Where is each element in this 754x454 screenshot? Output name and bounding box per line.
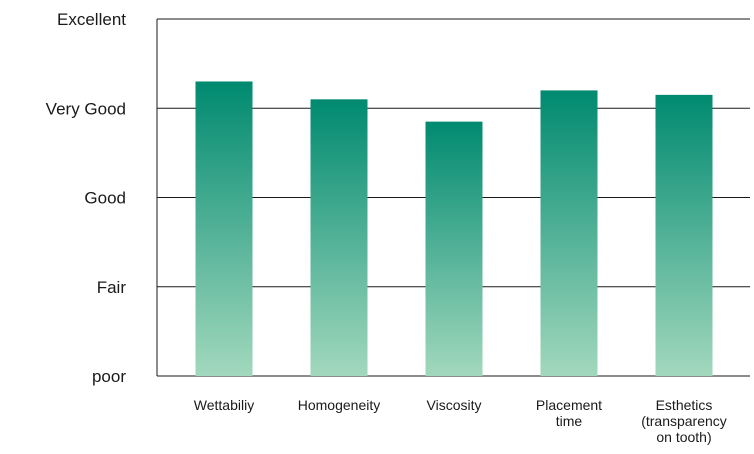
- bar: [540, 90, 598, 377]
- labels-layer: poor Fair Good Very Good Excellent Wettabiliy…: [46, 10, 727, 445]
- x-tick-label: Viscosity: [427, 397, 482, 413]
- bar: [655, 94, 713, 377]
- bars-layer: [195, 81, 713, 377]
- bar: [195, 81, 253, 376]
- x-tick-label: Wettabiliy: [194, 397, 254, 413]
- x-tick-label: Homogeneity: [298, 397, 381, 413]
- y-tick-label: Excellent: [57, 10, 126, 29]
- y-tick-label: Very Good: [46, 99, 126, 118]
- bar: [310, 99, 368, 376]
- bar: [425, 121, 483, 376]
- y-tick-label: Good: [84, 189, 126, 208]
- x-tick-label: Placement time: [536, 397, 602, 429]
- y-tick-label: poor: [92, 367, 126, 386]
- y-tick-label: Fair: [97, 278, 127, 297]
- x-tick-label: Esthetics (transparency on tooth): [641, 397, 727, 445]
